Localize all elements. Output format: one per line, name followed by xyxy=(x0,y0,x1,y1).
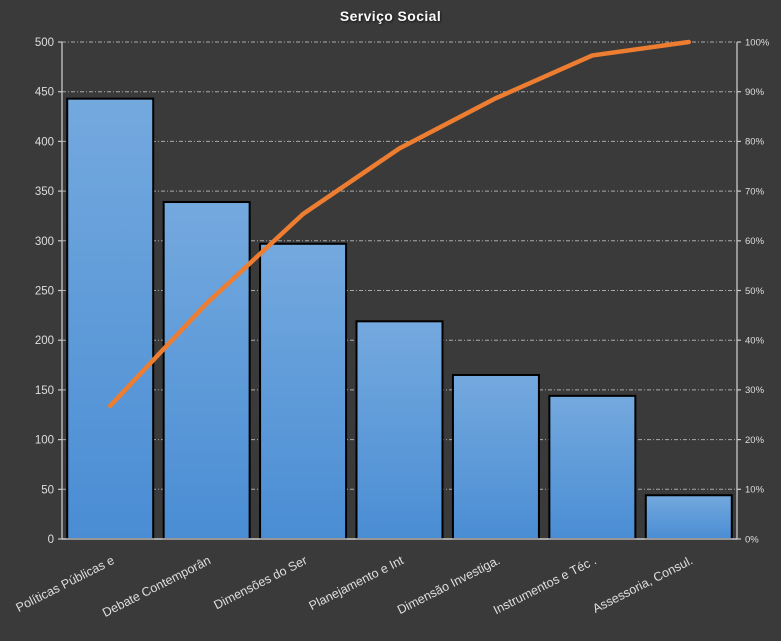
y-axis-right-label: 90% xyxy=(745,87,765,98)
y-axis-left-label: 150 xyxy=(35,385,54,397)
y-axis-right-label: 80% xyxy=(745,137,765,148)
x-axis-label: Assessoria, Consul. xyxy=(590,553,695,616)
bar xyxy=(644,494,733,541)
bar xyxy=(355,320,444,540)
y-axis-left-label: 250 xyxy=(35,286,54,298)
x-axis-label: Dimensões do Ser xyxy=(211,553,309,612)
y-axis-left-label: 450 xyxy=(35,87,54,99)
y-axis-left-label: 50 xyxy=(41,484,54,496)
x-axis-label: Políticas Públicas e xyxy=(14,553,117,615)
y-axis-right-label: 0% xyxy=(745,534,759,545)
y-axis-right-label: 100% xyxy=(745,37,770,48)
y-axis-right-label: 30% xyxy=(745,385,765,396)
cumulative-line xyxy=(107,39,692,409)
y-axis-left-label: 200 xyxy=(35,335,54,347)
y-axis-right-label: 70% xyxy=(745,186,765,197)
y-axis-right-label: 50% xyxy=(745,286,765,297)
chart-title: Serviço Social xyxy=(339,8,442,24)
y-axis-left-label: 0 xyxy=(48,534,54,546)
bar xyxy=(66,97,155,541)
y-axis-left-label: 100 xyxy=(35,435,54,447)
x-axis-label: Planejamento e Int xyxy=(307,553,407,613)
y-axis-left-label: 300 xyxy=(35,236,54,248)
x-axis-label: Dimensão Investiga. xyxy=(395,553,502,617)
y-axis-right-label: 40% xyxy=(745,336,765,347)
y-axis-right-label: 60% xyxy=(745,236,765,247)
bar xyxy=(451,373,540,540)
x-axis-label: Debate Contemporân xyxy=(100,553,213,620)
y-axis-right-label: 20% xyxy=(745,435,765,446)
y-axis-left-label: 500 xyxy=(35,37,54,49)
bar xyxy=(259,242,348,540)
y-axis-right-label: 10% xyxy=(745,485,765,496)
bar xyxy=(162,201,251,540)
y-axis-left-label: 400 xyxy=(35,136,54,148)
x-axis-label: Instrumentos e Téc . xyxy=(491,553,599,617)
bar xyxy=(548,394,637,541)
y-axis-left-label: 350 xyxy=(35,186,54,198)
